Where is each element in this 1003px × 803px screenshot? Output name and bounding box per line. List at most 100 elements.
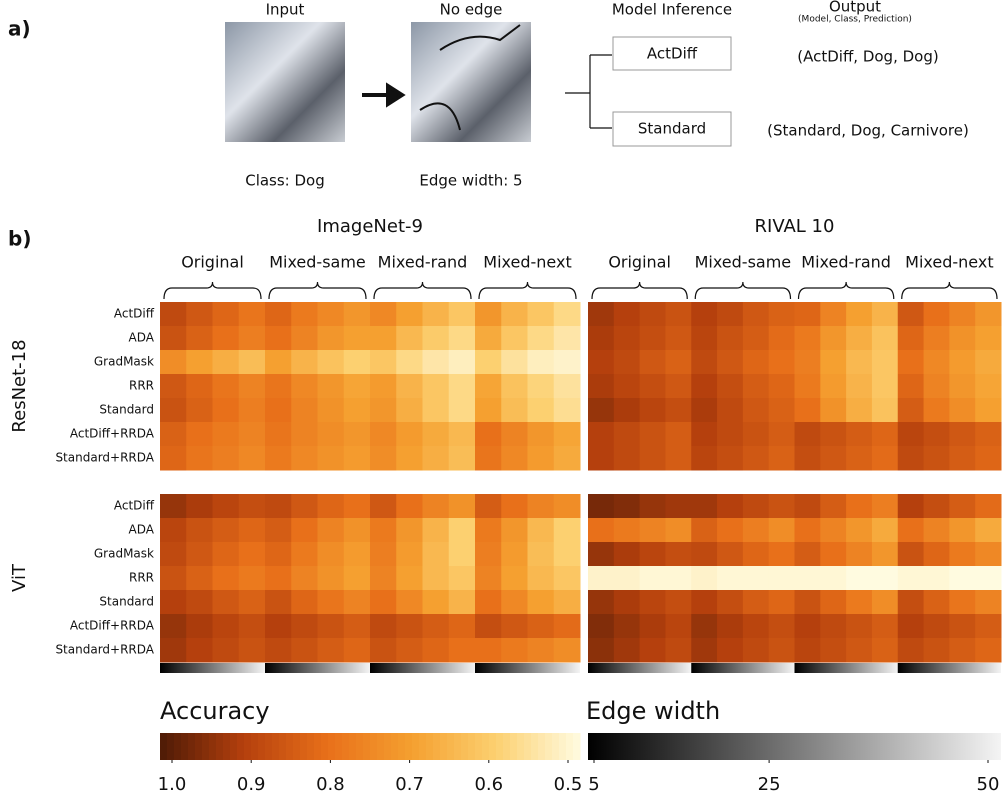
heatmap-cell <box>213 590 240 615</box>
heatmap-cell <box>291 494 318 519</box>
heatmap-cell <box>820 566 846 591</box>
brace <box>164 282 261 299</box>
heatmap-cell <box>475 350 502 375</box>
heatmap-cell <box>949 398 975 423</box>
heatmap-cell <box>975 518 1001 543</box>
heatmap-cell <box>528 542 555 567</box>
colorbar-title: Edge width <box>586 697 720 725</box>
heatmap-cell <box>265 422 292 447</box>
heatmap-cell <box>318 542 345 567</box>
heatmap-cell <box>640 326 666 351</box>
heatmap-cell <box>370 326 397 351</box>
heatmap-cell <box>370 302 397 327</box>
heatmap-cell <box>846 638 872 663</box>
accuracy-colorbar-segment <box>468 733 476 760</box>
accuracy-colorbar-segment <box>216 733 224 760</box>
heatmap-cell <box>501 350 528 375</box>
output: (Standard, Dog, Carnivore) <box>767 122 969 140</box>
accuracy-colorbar-segment <box>405 733 413 760</box>
heatmap-cell <box>344 446 371 471</box>
heatmap-cell <box>872 302 898 327</box>
heatmap-cell <box>820 614 846 639</box>
heatmap-cell <box>528 350 555 375</box>
accuracy-colorbar-segment <box>524 733 532 760</box>
heatmap-cell <box>820 398 846 423</box>
heatmap-cell <box>239 350 266 375</box>
heatmap-cell <box>213 638 240 663</box>
heatmap-cell <box>239 638 266 663</box>
heatmap-cell <box>640 590 666 615</box>
heatmap-cell <box>449 566 476 591</box>
heatmap-cell <box>820 590 846 615</box>
accuracy-colorbar-segment <box>384 733 392 760</box>
heatmap-cell <box>872 590 898 615</box>
heatmap-cell <box>186 614 213 639</box>
heatmap-cell <box>820 494 846 519</box>
heatmap-cell <box>344 398 371 423</box>
heatmap-cell <box>795 398 821 423</box>
heatmap-cell <box>213 302 240 327</box>
heatmap-cell <box>318 350 345 375</box>
heatmap-cell <box>769 374 795 399</box>
heatmap-cell <box>975 446 1001 471</box>
heatmap-cell <box>769 398 795 423</box>
heatmap-cell <box>924 614 950 639</box>
accuracy-colorbar-segment <box>167 733 175 760</box>
heatmap-cell <box>795 350 821 375</box>
heatmap-cell <box>924 374 950 399</box>
heatmap-cell <box>717 566 743 591</box>
heatmap-cell <box>743 542 769 567</box>
heatmap-cell <box>872 326 898 351</box>
heatmap-cell <box>396 350 423 375</box>
heatmap-cell <box>239 302 266 327</box>
heatmap-cell <box>160 542 187 567</box>
accuracy-colorbar-segment <box>447 733 455 760</box>
heatmap-cell <box>614 350 640 375</box>
tick-label: 0.8 <box>316 774 345 795</box>
heatmap-cell <box>396 302 423 327</box>
heatmap-cell <box>291 422 318 447</box>
accuracy-colorbar-segment <box>370 733 378 760</box>
heatmap-cell <box>344 614 371 639</box>
accuracy-colorbar-segment <box>321 733 329 760</box>
heatmap-cell <box>898 422 924 447</box>
heatmap-cell <box>265 518 292 543</box>
accuracy-colorbar-segment <box>391 733 399 760</box>
heatmap-cell <box>265 638 292 663</box>
heatmap-cell <box>924 350 950 375</box>
heatmap-cell <box>717 590 743 615</box>
heatmap-cell <box>665 398 691 423</box>
heatmap-cell <box>665 566 691 591</box>
heatmap-cell <box>846 590 872 615</box>
heatmap-cell <box>691 446 717 471</box>
heatmap-cell <box>924 326 950 351</box>
heatmap-cell <box>795 614 821 639</box>
heatmap-cell <box>665 422 691 447</box>
heatmap-cell <box>588 494 614 519</box>
heatmap-cell <box>743 422 769 447</box>
heatmap-cell <box>898 518 924 543</box>
heatmap-cell <box>795 590 821 615</box>
heatmap-cell <box>588 590 614 615</box>
heatmap-cell <box>475 326 502 351</box>
heatmap-cell <box>769 302 795 327</box>
accuracy-colorbar-segment <box>258 733 266 760</box>
method-label: RRR <box>129 379 154 393</box>
heatmap-cell <box>213 398 240 423</box>
inference-title: Model Inference <box>612 1 732 19</box>
heatmap-cell <box>846 542 872 567</box>
heatmap-cell <box>554 398 581 423</box>
heatmap-cell <box>665 326 691 351</box>
accuracy-colorbar-segment <box>363 733 371 760</box>
heatmap-cell <box>820 302 846 327</box>
method-label: Standard+RRDA <box>55 451 154 465</box>
accuracy-colorbar-segment <box>573 733 581 760</box>
heatmap-cell <box>846 326 872 351</box>
heatmap-cell <box>423 350 450 375</box>
heatmap-cell <box>265 542 292 567</box>
heatmap-cell <box>239 542 266 567</box>
method-label: ADA <box>129 331 155 345</box>
accuracy-colorbar-segment <box>307 733 315 760</box>
heatmap-cell <box>554 590 581 615</box>
heatmap-cell <box>186 494 213 519</box>
